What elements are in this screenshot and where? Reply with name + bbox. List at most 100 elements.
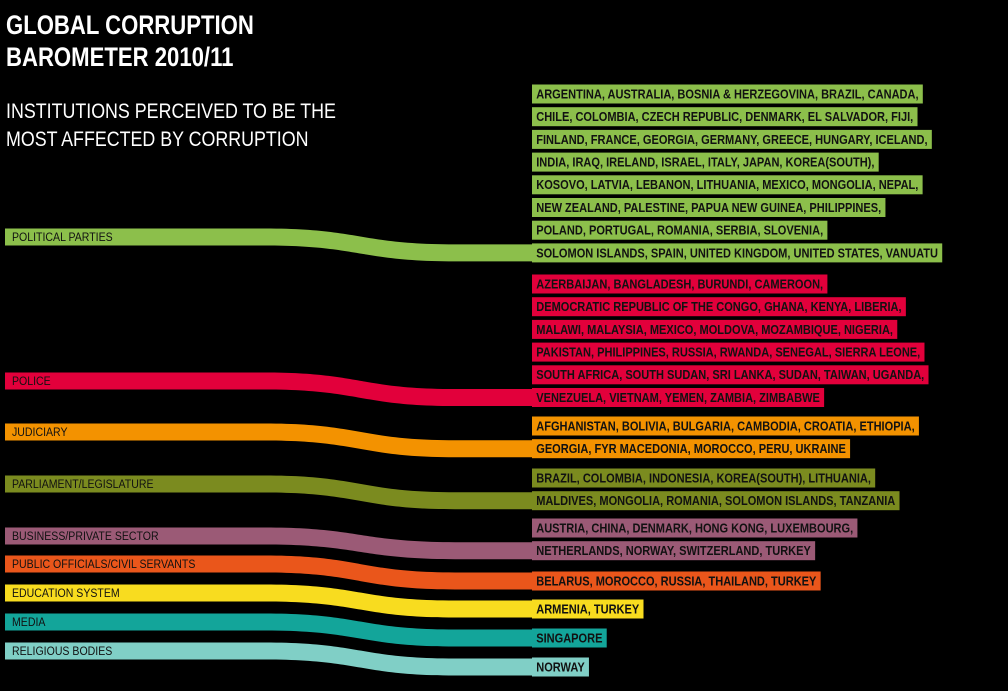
institution-label: EDUCATION SYSTEM bbox=[12, 588, 120, 601]
country-box bbox=[532, 468, 876, 488]
country-line: ARMENIA, TURKEY bbox=[532, 599, 644, 619]
country-line: PAKISTAN, PHILIPPINES, RUSSIA, RWANDA, S… bbox=[532, 342, 925, 362]
flow-band bbox=[5, 527, 536, 560]
country-line: POLAND, PORTUGAL, ROMANIA, SERBIA, SLOVE… bbox=[532, 220, 828, 240]
country-text: BELARUS, MOROCCO, RUSSIA, THAILAND, TURK… bbox=[536, 574, 816, 589]
subtitle-line: INSTITUTIONS PERCEIVED TO BE THE bbox=[6, 100, 336, 124]
country-text: PAKISTAN, PHILIPPINES, RUSSIA, RWANDA, S… bbox=[536, 345, 920, 360]
country-line: SINGAPORE bbox=[532, 628, 607, 648]
flow-band bbox=[5, 423, 536, 458]
country-box bbox=[532, 365, 929, 385]
title-line: BAROMETER 2010/11 bbox=[6, 43, 234, 73]
country-text: SOUTH AFRICA, SOUTH SUDAN, SRI LANKA, SU… bbox=[536, 367, 924, 382]
country-text: NETHERLANDS, NORWAY, SWITZERLAND, TURKEY bbox=[536, 543, 811, 558]
country-box bbox=[532, 129, 932, 149]
country-box bbox=[532, 274, 828, 294]
country-text: POLAND, PORTUGAL, ROMANIA, SERBIA, SLOVE… bbox=[536, 223, 823, 238]
country-line: KOSOVO, LATVIA, LEBANON, LITHUANIA, MEXI… bbox=[532, 175, 923, 195]
country-box bbox=[532, 416, 919, 436]
label-group: EDUCATION SYSTEM bbox=[12, 588, 120, 601]
country-text: MALDIVES, MONGOLIA, ROMANIA, SOLOMON ISL… bbox=[536, 493, 895, 508]
country-line: AZERBAIJAN, BANGLADESH, BURUNDI, CAMEROO… bbox=[532, 274, 828, 294]
country-text: SOLOMON ISLANDS, SPAIN, UNITED KINGDOM, … bbox=[536, 245, 938, 260]
country-text: FINLAND, FRANCE, GEORGIA, GERMANY, GREEC… bbox=[536, 132, 927, 147]
country-box bbox=[532, 571, 821, 591]
country-box bbox=[532, 243, 943, 263]
country-box bbox=[532, 297, 906, 317]
country-text: VENEZUELA, VIETNAM, YEMEN, ZAMBIA, ZIMBA… bbox=[536, 390, 820, 405]
country-line: AUSTRIA, CHINA, DENMARK, HONG KONG, LUXE… bbox=[532, 518, 858, 538]
country-line: BRAZIL, COLOMBIA, INDONESIA, KOREA(SOUTH… bbox=[532, 468, 876, 488]
country-box bbox=[532, 518, 858, 538]
country-text: ARMENIA, TURKEY bbox=[536, 602, 639, 617]
country-box bbox=[532, 319, 898, 339]
country-line: GEORGIA, FYR MACEDONIA, MOROCCO, PERU, U… bbox=[532, 439, 851, 459]
institution-label: RELIGIOUS BODIES bbox=[12, 646, 113, 659]
title-line: GLOBAL CORRUPTION bbox=[6, 11, 254, 41]
label-group: POLICE bbox=[12, 376, 51, 389]
country-text: AUSTRIA, CHINA, DENMARK, HONG KONG, LUXE… bbox=[536, 521, 853, 536]
institution-label: PUBLIC OFFICIALS/CIVIL SERVANTS bbox=[12, 559, 196, 572]
flow-band bbox=[5, 642, 536, 676]
country-text: DEMOCRATIC REPUBLIC OF THE CONGO, GHANA,… bbox=[536, 299, 901, 314]
country-box bbox=[532, 388, 825, 407]
country-line: AFGHANISTAN, BOLIVIA, BULGARIA, CAMBODIA… bbox=[532, 416, 919, 436]
country-box bbox=[532, 220, 828, 240]
country-line: SOLOMON ISLANDS, SPAIN, UNITED KINGDOM, … bbox=[532, 243, 943, 263]
label-group: JUDICIARY bbox=[12, 427, 68, 440]
flow-band bbox=[5, 372, 536, 406]
country-box bbox=[532, 491, 900, 511]
title-group: GLOBAL CORRUPTION BAROMETER 2010/11 bbox=[6, 11, 254, 73]
country-text: INDIA, IRAQ, IRELAND, ISRAEL, ITALY, JAP… bbox=[536, 155, 874, 170]
country-line: NETHERLANDS, NORWAY, SWITZERLAND, TURKEY bbox=[532, 541, 816, 561]
flow-band bbox=[5, 584, 536, 618]
country-text: AZERBAIJAN, BANGLADESH, BURUNDI, CAMEROO… bbox=[536, 277, 823, 292]
country-box bbox=[532, 152, 879, 172]
country-line: DEMOCRATIC REPUBLIC OF THE CONGO, GHANA,… bbox=[532, 297, 906, 317]
institution-label: JUDICIARY bbox=[12, 427, 68, 440]
country-line: BELARUS, MOROCCO, RUSSIA, THAILAND, TURK… bbox=[532, 571, 821, 591]
flow-band bbox=[5, 475, 536, 510]
country-text: KOSOVO, LATVIA, LEBANON, LITHUANIA, MEXI… bbox=[536, 177, 918, 192]
country-box bbox=[532, 439, 851, 459]
country-box bbox=[532, 628, 607, 648]
label-group: PARLIAMENT/LEGISLATURE bbox=[12, 479, 154, 492]
country-box bbox=[532, 342, 925, 362]
flow-band bbox=[5, 613, 536, 647]
country-text: SINGAPORE bbox=[536, 631, 602, 646]
institution-label: PARLIAMENT/LEGISLATURE bbox=[12, 479, 154, 492]
country-line: SOUTH AFRICA, SOUTH SUDAN, SRI LANKA, SU… bbox=[532, 365, 929, 385]
country-box bbox=[532, 657, 589, 677]
country-line: FINLAND, FRANCE, GEORGIA, GERMANY, GREEC… bbox=[532, 129, 932, 149]
country-box bbox=[532, 84, 923, 104]
country-line: NORWAY bbox=[532, 657, 589, 677]
country-box bbox=[532, 198, 886, 217]
country-text: GEORGIA, FYR MACEDONIA, MOROCCO, PERU, U… bbox=[536, 441, 846, 456]
country-line: INDIA, IRAQ, IRELAND, ISRAEL, ITALY, JAP… bbox=[532, 152, 879, 172]
label-group: MEDIA bbox=[12, 617, 46, 630]
flow-band bbox=[5, 555, 536, 590]
country-box bbox=[532, 107, 918, 127]
country-box bbox=[532, 541, 816, 561]
country-text: AFGHANISTAN, BOLIVIA, BULGARIA, CAMBODIA… bbox=[536, 419, 914, 434]
label-group: RELIGIOUS BODIES bbox=[12, 646, 113, 659]
country-text: NEW ZEALAND, PALESTINE, PAPUA NEW GUINEA… bbox=[536, 200, 881, 215]
country-line: VENEZUELA, VIETNAM, YEMEN, ZAMBIA, ZIMBA… bbox=[532, 388, 825, 407]
country-line: MALAWI, MALAYSIA, MEXICO, MOLDOVA, MOZAM… bbox=[532, 319, 898, 339]
country-box bbox=[532, 599, 644, 619]
label-group: BUSINESS/PRIVATE SECTOR bbox=[12, 531, 159, 544]
institution-label: BUSINESS/PRIVATE SECTOR bbox=[12, 531, 159, 544]
institution-label: POLITICAL PARTIES bbox=[12, 232, 113, 245]
flows: POLITICAL PARTIES ARGENTINA, AUSTRALIA, B… bbox=[5, 84, 943, 677]
country-text: ARGENTINA, AUSTRALIA, BOSNIA & HERZEGOVI… bbox=[536, 87, 918, 102]
country-text: MALAWI, MALAYSIA, MEXICO, MOLDOVA, MOZAM… bbox=[536, 322, 893, 337]
label-group: PUBLIC OFFICIALS/CIVIL SERVANTS bbox=[12, 559, 196, 572]
flow-band bbox=[5, 228, 536, 262]
subtitle-group: INSTITUTIONS PERCEIVED TO BE THE MOST AF… bbox=[6, 100, 336, 152]
institution-label: POLICE bbox=[12, 376, 51, 389]
country-line: CHILE, COLOMBIA, CZECH REPUBLIC, DENMARK… bbox=[532, 107, 918, 127]
country-line: ARGENTINA, AUSTRALIA, BOSNIA & HERZEGOVI… bbox=[532, 84, 923, 104]
country-box bbox=[532, 175, 923, 195]
country-text: NORWAY bbox=[536, 660, 584, 675]
